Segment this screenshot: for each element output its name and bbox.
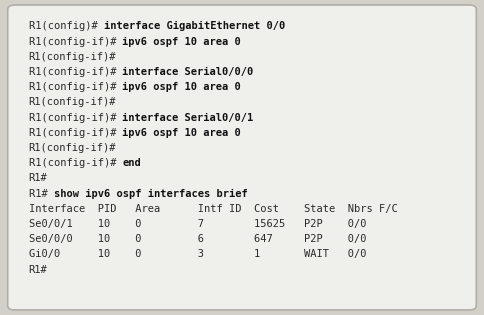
- Text: interface Serial0/0/1: interface Serial0/0/1: [122, 113, 254, 123]
- Text: ipv6 ospf 10 area 0: ipv6 ospf 10 area 0: [122, 128, 241, 138]
- Text: show ipv6 ospf interfaces brief: show ipv6 ospf interfaces brief: [54, 189, 247, 199]
- Text: Interface  PID   Area      Intf ID  Cost    State  Nbrs F/C: Interface PID Area Intf ID Cost State Nb…: [29, 204, 397, 214]
- Text: R1(config-if)#: R1(config-if)#: [29, 143, 116, 153]
- Text: R1(config-if)#: R1(config-if)#: [29, 128, 122, 138]
- Text: R1(config-if)#: R1(config-if)#: [29, 52, 116, 62]
- Text: Se0/0/0    10    0         6        647     P2P    0/0: Se0/0/0 10 0 6 647 P2P 0/0: [29, 234, 366, 244]
- Text: R1(config)#: R1(config)#: [29, 21, 104, 32]
- Text: ipv6 ospf 10 area 0: ipv6 ospf 10 area 0: [122, 37, 241, 47]
- Text: R1(config-if)#: R1(config-if)#: [29, 113, 122, 123]
- Text: Gi0/0      10    0         3        1       WAIT   0/0: Gi0/0 10 0 3 1 WAIT 0/0: [29, 249, 366, 260]
- Text: R1(config-if)#: R1(config-if)#: [29, 82, 122, 92]
- Text: R1(config-if)#: R1(config-if)#: [29, 37, 122, 47]
- Text: Se0/0/1    10    0         7        15625   P2P    0/0: Se0/0/1 10 0 7 15625 P2P 0/0: [29, 219, 366, 229]
- Text: interface Serial0/0/0: interface Serial0/0/0: [122, 67, 254, 77]
- FancyBboxPatch shape: [8, 5, 476, 310]
- Text: R1#: R1#: [29, 189, 54, 199]
- Text: R1#: R1#: [29, 174, 47, 183]
- Text: ipv6 ospf 10 area 0: ipv6 ospf 10 area 0: [122, 82, 241, 92]
- Text: R1#: R1#: [29, 265, 47, 275]
- Text: interface GigabitEthernet 0/0: interface GigabitEthernet 0/0: [104, 21, 285, 32]
- Text: R1(config-if)#: R1(config-if)#: [29, 67, 122, 77]
- Text: R1(config-if)#: R1(config-if)#: [29, 158, 122, 168]
- Text: R1(config-if)#: R1(config-if)#: [29, 97, 116, 107]
- Text: end: end: [122, 158, 141, 168]
